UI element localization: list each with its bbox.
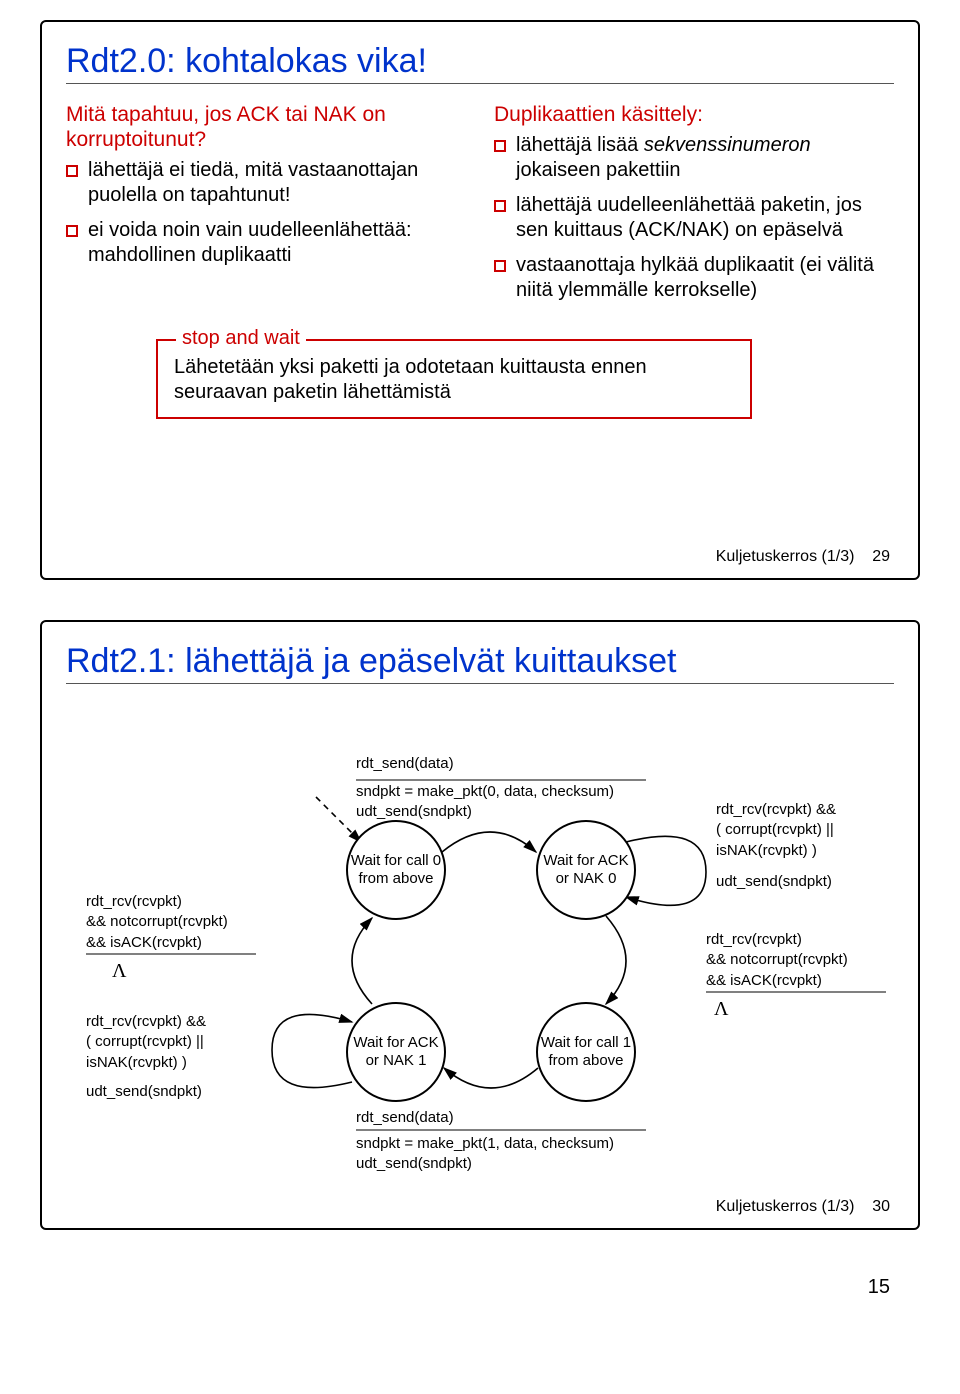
slide-1: Rdt2.0: kohtalokas vika! Mitä tapahtuu, … <box>40 20 920 580</box>
slide1-left-list: lähettäjä ei tiedä, mitä vastaanottajan … <box>66 158 466 268</box>
list-item: vastaanottaja hylkää duplikaatit (ei väl… <box>494 253 894 303</box>
stop-and-wait-box: stop and wait Lähetetään yksi paketti ja… <box>156 339 752 419</box>
list-item: ei voida noin vain uudelleenlähettää: ma… <box>66 218 466 268</box>
list-item: lähettäjä lisää sekvenssinumeron jokaise… <box>494 133 894 183</box>
slide2-footer: Kuljetuskerros (1/3) 30 <box>716 1198 890 1216</box>
slide1-right-col: Duplikaattien käsittely: lähettäjä lisää… <box>494 102 894 313</box>
italic-term: sekvenssinumeron <box>644 134 811 156</box>
slide1-left-col: Mitä tapahtuu, jos ACK tai NAK on korrup… <box>66 102 466 313</box>
slide1-columns: Mitä tapahtuu, jos ACK tai NAK on korrup… <box>66 102 894 313</box>
slide1-left-heading: Mitä tapahtuu, jos ACK tai NAK on korrup… <box>66 102 466 152</box>
footer-label: Kuljetuskerros (1/3) <box>716 1198 855 1215</box>
label-top-make: sndpkt = make_pkt(0, data, checksum) udt… <box>356 782 614 823</box>
label-right-udt: udt_send(sndpkt) <box>716 872 832 892</box>
fsm-node-wait-call-0: Wait for call 0 from above <box>346 820 446 920</box>
fsm-node-wait-call-1: Wait for call 1 from above <box>536 1002 636 1102</box>
label-lambda-right: Λ <box>714 996 729 1023</box>
label-rdt-send-top: rdt_send(data) <box>356 754 454 774</box>
fsm-node-wait-ack-1: Wait for ACK or NAK 1 <box>346 1002 446 1102</box>
list-item: lähettäjä uudelleenlähettää paketin, jos… <box>494 193 894 243</box>
box-body: Lähetetään yksi paketti ja odotetaan kui… <box>174 355 734 405</box>
label-right-corrupt: rdt_rcv(rcvpkt) && ( corrupt(rcvpkt) || … <box>716 800 836 861</box>
footer-page: 29 <box>872 548 890 565</box>
footer-page: 30 <box>872 1198 890 1215</box>
slide1-title: Rdt2.0: kohtalokas vika! <box>66 42 894 84</box>
label-lambda-left: Λ <box>112 958 127 985</box>
text-span: lähettäjä lisää <box>516 134 644 156</box>
slide1-right-list: lähettäjä lisää sekvenssinumeron jokaise… <box>494 133 894 303</box>
fsm-node-wait-ack-0: Wait for ACK or NAK 0 <box>536 820 636 920</box>
slide1-footer: Kuljetuskerros (1/3) 29 <box>716 548 890 566</box>
text-span: jokaiseen pakettiin <box>516 159 681 181</box>
label-rdt-send-bot: rdt_send(data) <box>356 1108 454 1128</box>
label-left-ack: rdt_rcv(rcvpkt) && notcorrupt(rcvpkt) &&… <box>86 892 228 953</box>
fsm-diagram: Wait for call 0 from above Wait for ACK … <box>66 702 894 1182</box>
label-left-udt: udt_send(sndpkt) <box>86 1082 202 1102</box>
slide1-right-heading: Duplikaattien käsittely: <box>494 102 894 127</box>
list-item: lähettäjä ei tiedä, mitä vastaanottajan … <box>66 158 466 208</box>
label-right-ack: rdt_rcv(rcvpkt) && notcorrupt(rcvpkt) &&… <box>706 930 848 991</box>
page-number: 15 <box>40 1270 920 1299</box>
label-bot-make: sndpkt = make_pkt(1, data, checksum) udt… <box>356 1134 614 1175</box>
label-left-corrupt: rdt_rcv(rcvpkt) && ( corrupt(rcvpkt) || … <box>86 1012 206 1073</box>
slide-2: Rdt2.1: lähettäjä ja epäselvät kuittauks… <box>40 620 920 1230</box>
footer-label: Kuljetuskerros (1/3) <box>716 548 855 565</box>
slide2-title: Rdt2.1: lähettäjä ja epäselvät kuittauks… <box>66 642 894 684</box>
box-legend: stop and wait <box>176 327 306 350</box>
